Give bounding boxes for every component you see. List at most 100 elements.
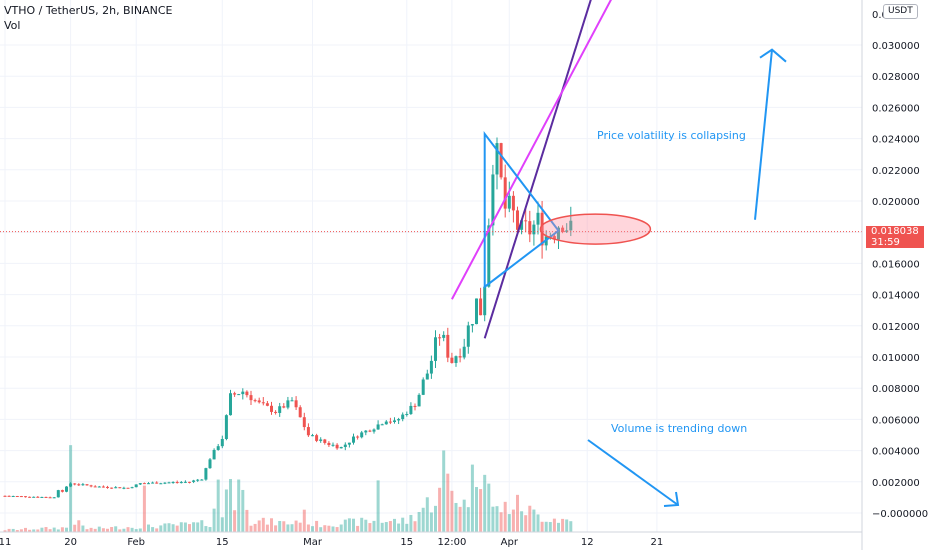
candle-body <box>11 496 15 498</box>
candle-body <box>134 484 138 488</box>
volume-trend-arrow[interactable] <box>587 439 679 506</box>
candle-body <box>163 482 167 484</box>
candle-body <box>69 483 73 487</box>
candle-body <box>532 224 536 235</box>
symmetrical-triangle[interactable] <box>483 130 560 289</box>
time-tick-label: 21 <box>651 537 664 548</box>
volume-bar <box>175 525 179 532</box>
volume-bar <box>106 528 109 532</box>
volume-bar <box>315 520 319 532</box>
volume-bar <box>208 527 212 532</box>
candle-body <box>458 356 462 358</box>
volume-indicator-label[interactable]: Vol <box>4 19 21 32</box>
candle-body <box>97 486 101 488</box>
candle-body <box>384 421 388 425</box>
candle-body <box>220 438 224 447</box>
volume-bar <box>548 522 552 532</box>
candle-body <box>352 436 355 443</box>
volume-bar <box>265 524 269 532</box>
candle-body <box>302 417 306 428</box>
candle-body <box>56 490 60 498</box>
volume-bar <box>204 526 208 532</box>
volume-bar <box>516 494 519 532</box>
volume-bar <box>302 509 306 532</box>
volume-bar <box>171 524 175 532</box>
volume-bar <box>372 520 376 532</box>
candle-body <box>409 405 413 414</box>
candle-body <box>450 357 454 363</box>
volume-bar <box>409 514 413 532</box>
candle-body <box>429 360 433 374</box>
candle-body <box>565 230 569 232</box>
candle-body <box>569 220 573 231</box>
volume-bar <box>179 522 183 532</box>
volume-bar <box>499 512 503 532</box>
volume-bar <box>388 521 392 532</box>
candle-body <box>233 393 237 395</box>
arrow-head-up <box>759 48 787 63</box>
volume-bar <box>356 525 360 532</box>
candle-body <box>151 482 155 484</box>
volume-bar <box>347 518 351 532</box>
candle-body <box>249 395 253 401</box>
grid-lines <box>0 0 862 532</box>
volume-bar <box>85 529 89 532</box>
drawing-tools[interactable] <box>0 0 862 507</box>
magenta-trendline[interactable] <box>451 0 612 300</box>
price-tick-label: 0.030000 <box>872 41 920 52</box>
candle-body <box>155 482 159 484</box>
candle-body <box>405 413 409 415</box>
volume-bar <box>319 527 323 532</box>
candle-body <box>142 483 146 485</box>
volume-bar <box>520 511 524 532</box>
currency-badge[interactable]: USDT <box>883 4 918 19</box>
volume-bar <box>528 505 532 532</box>
volume-bar <box>540 521 544 532</box>
time-tick-label: 11 <box>0 537 11 548</box>
steep-trendline[interactable] <box>483 0 592 339</box>
volume-bar <box>36 529 40 532</box>
candle-body <box>171 482 175 484</box>
breakout-zone-ellipse[interactable] <box>539 213 652 245</box>
volume-bar <box>253 523 257 532</box>
candle-body <box>434 337 437 361</box>
volume-bar <box>52 527 56 532</box>
candle-body <box>147 483 150 485</box>
volume-bar <box>462 499 466 532</box>
symbol-title[interactable]: VTHO / TetherUS, 2h, BINANCE <box>4 4 173 17</box>
volume-bar <box>151 527 155 532</box>
candle-body <box>175 482 179 484</box>
volume-bar <box>343 519 347 532</box>
candle-body <box>159 483 163 485</box>
volume-bar <box>56 529 60 532</box>
candle-body <box>183 481 187 483</box>
volume-bar <box>220 517 224 532</box>
volume-bar <box>306 524 310 532</box>
volume-bar <box>536 514 540 532</box>
candle-body <box>487 225 491 287</box>
volume-bar <box>69 445 73 532</box>
candle-body <box>52 497 56 499</box>
time-tick-label: Feb <box>127 537 145 548</box>
projection-arrow-up[interactable] <box>754 49 773 220</box>
volume-bar <box>270 518 273 532</box>
volume-bar <box>274 525 278 532</box>
candle-body <box>540 212 544 246</box>
volume-bar <box>183 522 187 532</box>
price-tick-label: 0.004000 <box>872 447 920 458</box>
volume-bar <box>249 525 253 532</box>
volume-bar <box>507 514 511 532</box>
volume-bar <box>458 506 462 532</box>
triangle-note-text: Price volatility is collapsing <box>597 129 746 142</box>
last-price-badge: 0.018038 31:59 <box>866 225 924 248</box>
candle-body <box>372 429 376 432</box>
volume-bar <box>216 479 220 532</box>
candle-body <box>491 174 495 226</box>
volume-bar <box>3 530 7 532</box>
candle-body <box>417 394 421 407</box>
candle-body <box>364 430 368 433</box>
candle-body <box>290 400 294 402</box>
volume-bar <box>19 529 23 532</box>
